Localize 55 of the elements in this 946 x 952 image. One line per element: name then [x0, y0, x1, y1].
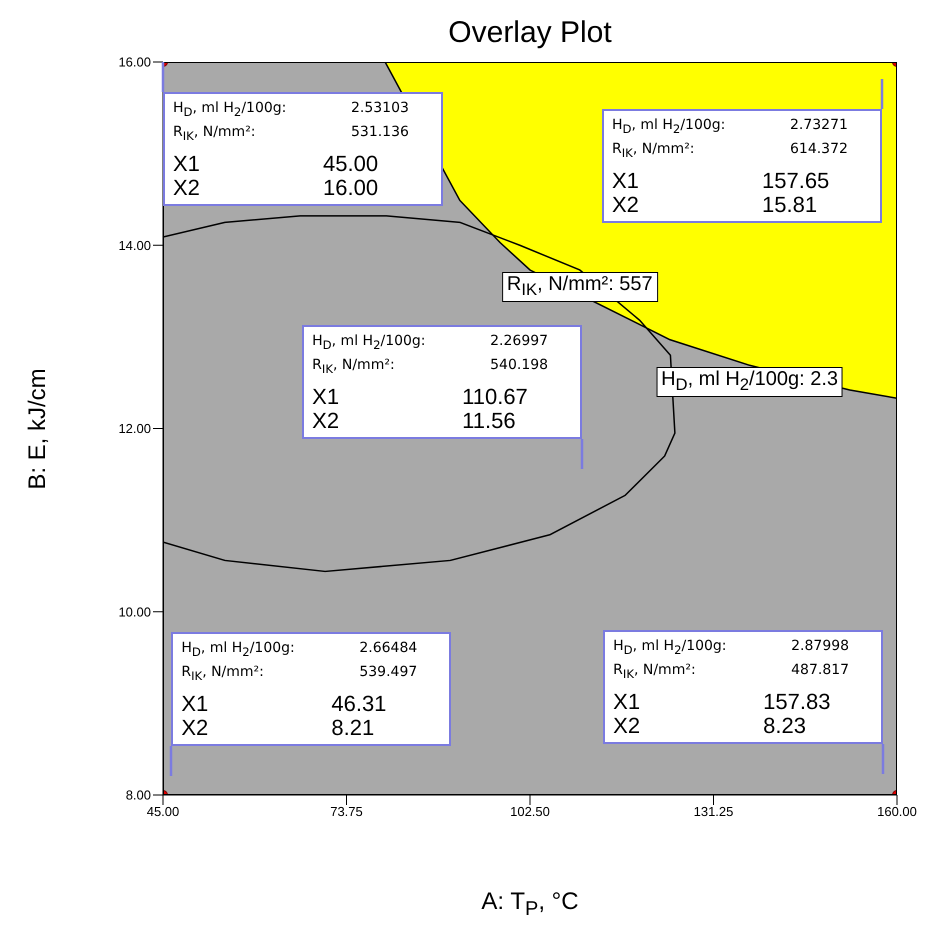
annotation: X1	[173, 150, 201, 176]
chart-title: Overlay Plot	[448, 16, 612, 49]
annotation: R$_{IK}$, N/mm²:	[612, 140, 696, 162]
x-tick-label: 45.00	[146, 804, 180, 820]
annotation: 2.87998	[791, 637, 850, 656]
x-tick-label: 131.25	[694, 804, 734, 820]
annotation: X2	[173, 174, 201, 200]
annotation: X2	[612, 192, 640, 217]
annotation: X2	[181, 714, 210, 740]
annotation: X1	[612, 168, 640, 193]
x-tick-label: 102.50	[510, 804, 550, 820]
annotation: H$_{D}$, ml H$_{2}$/100g:	[612, 116, 726, 138]
annotation: H$_{D}$, ml H$_{2}$/100g:	[181, 639, 296, 661]
y-tick-label: 14.00	[118, 238, 151, 253]
annotation: 8.21	[331, 714, 374, 740]
annotation: 614.372	[790, 140, 848, 160]
annotation: 2.66484	[359, 639, 418, 658]
annotation: 2.73271	[790, 116, 848, 136]
annotation: R$_{IK}$, N/mm²:	[181, 662, 265, 685]
annotation: X2	[312, 408, 340, 433]
annotation: R$_{IK}$, N/mm²:	[613, 661, 697, 683]
annotation: 540.198	[490, 356, 548, 376]
annotation: R$_{IK}$, N/mm²:	[173, 122, 257, 145]
x-axis-title: A: T$_{P}$, °C	[481, 888, 579, 920]
annotation: X1	[312, 384, 340, 409]
annotation: R$_{IK}$, N/mm²: 557	[506, 272, 653, 299]
annotation: X1	[181, 690, 210, 716]
annotation: X1	[613, 688, 642, 714]
annotation: 46.31	[331, 690, 386, 716]
annotation: 8.23	[763, 712, 806, 738]
x-tick-label: 73.75	[330, 804, 363, 820]
x-tick-label: 160.00	[877, 804, 917, 820]
annotation: 2.26997	[490, 332, 548, 352]
y-tick-label: 8.00	[126, 788, 151, 803]
y-tick-label: 10.00	[118, 604, 151, 620]
annotation: 15.81	[762, 192, 818, 217]
annotation: 16.00	[323, 174, 378, 200]
annotation: 110.67	[462, 384, 528, 409]
annotation: 45.00	[323, 150, 378, 176]
annotation: H$_{D}$, ml H$_{2}$/100g:	[312, 332, 427, 354]
annotation: 2.53103	[351, 99, 409, 118]
annotation: 487.817	[791, 661, 850, 680]
annotation: H$_{D}$, ml H$_{2}$/100g:	[613, 637, 728, 660]
y-tick-label: 16.00	[118, 54, 151, 70]
y-axis-title: B: E, kJ/cm	[24, 368, 51, 490]
annotation: X2	[613, 712, 642, 738]
annotation: H$_{D}$, ml H$_{2}$/100g:	[173, 99, 288, 121]
annotation: H$_{D}$, ml H$_{2}$/100g: 2.3	[661, 368, 838, 394]
annotation: 11.56	[462, 408, 516, 433]
annotation: 531.136	[351, 122, 409, 142]
y-tick-label: 12.00	[118, 421, 151, 436]
annotation: 157.83	[763, 688, 830, 714]
annotation: R$_{IK}$, N/mm²:	[312, 356, 396, 378]
annotation: 539.497	[359, 662, 418, 682]
annotation: 157.65	[762, 168, 830, 193]
